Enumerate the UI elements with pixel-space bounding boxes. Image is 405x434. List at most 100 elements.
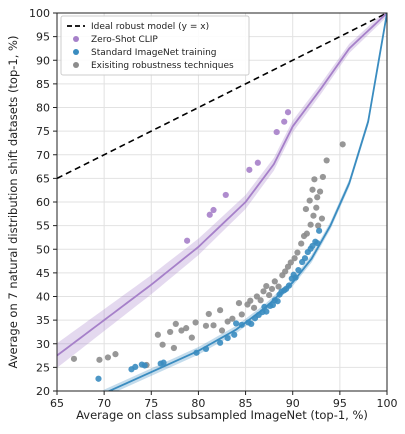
robust-data-point	[291, 255, 298, 262]
robust-data-point	[319, 173, 326, 181]
robust-data-point	[250, 304, 258, 311]
x-tick-label: 70	[97, 397, 111, 410]
legend-swatch-clip-dot	[73, 36, 79, 42]
robust-data-point	[218, 327, 226, 334]
robust-data-point	[310, 212, 317, 219]
fit-curves	[57, 13, 387, 391]
x-tick-label: 75	[144, 397, 158, 410]
robust-data-point	[229, 315, 236, 322]
x-tick-label: 80	[191, 397, 205, 410]
y-tick-label: 20	[36, 385, 50, 398]
standard-data-point	[217, 339, 224, 346]
robust-data-point	[318, 215, 326, 222]
y-tick-label: 40	[36, 291, 50, 304]
robust-data-point	[104, 354, 112, 361]
robust-data-point	[307, 221, 314, 228]
legend-label-ideal: Ideal robust model (y = x)	[91, 22, 209, 32]
robust-data-point	[315, 222, 322, 229]
y-axis-label: Average on 7 natural distribution shift …	[6, 36, 20, 369]
x-tick-label: 65	[50, 397, 64, 410]
standard-fit-curve	[107, 13, 387, 391]
standard-data-point	[248, 320, 255, 328]
robust-data-point	[313, 204, 320, 211]
standard-data-point	[95, 375, 102, 382]
standard-data-point	[301, 255, 309, 262]
robust-data-point	[257, 297, 264, 304]
standard-data-point	[269, 301, 277, 309]
standard-data-point	[141, 362, 148, 369]
clip-data-point	[222, 191, 229, 199]
clip-data-point	[184, 237, 191, 244]
robust-data-point	[314, 194, 321, 201]
y-tick-label: 50	[36, 243, 50, 256]
robust-data-point	[294, 249, 301, 256]
standard-data-point	[295, 266, 302, 274]
legend-label-clip: Zero-Shot CLIP	[91, 35, 158, 45]
y-tick-label: 85	[36, 78, 50, 91]
x-tick-label: 90	[286, 397, 300, 410]
legend-box	[60, 15, 250, 76]
robust-data-point	[217, 307, 224, 314]
standard-data-point	[231, 331, 238, 338]
legend-swatch-standard-dot	[73, 49, 79, 55]
x-axis-label: Average on class subsampled ImageNet (to…	[76, 408, 368, 422]
robust-data-point	[323, 157, 330, 164]
standard-data-point	[263, 308, 270, 315]
robust-data-point	[303, 230, 310, 237]
robust-data-point	[309, 186, 316, 193]
standard-data-point	[316, 227, 323, 234]
standard-data-point	[233, 320, 240, 327]
standard-data-point	[202, 345, 210, 353]
y-tick-label: 65	[36, 172, 50, 185]
clip-confidence-band	[57, 13, 387, 368]
y-tick-label: 60	[36, 196, 50, 209]
robust-data-point	[224, 318, 231, 325]
y-tick-label: 80	[36, 102, 50, 115]
robust-data-point	[263, 283, 270, 290]
robust-data-point	[287, 259, 294, 266]
robust-data-point	[183, 325, 190, 332]
y-tick-label: 70	[36, 149, 50, 162]
x-tick-label: 85	[239, 397, 253, 410]
robust-data-point	[188, 334, 195, 341]
legend-label-standard: Standard ImageNet training	[91, 48, 217, 58]
clip-fit-curve	[57, 13, 387, 357]
robust-data-point	[238, 311, 245, 318]
robust-data-point	[306, 197, 313, 204]
robust-data-point	[235, 300, 243, 307]
standard-data-point	[285, 282, 293, 289]
robust-data-point	[70, 355, 78, 362]
robust-data-point	[271, 278, 278, 285]
robust-data-point	[275, 283, 282, 290]
robust-data-point	[159, 341, 166, 348]
robust-data-point	[96, 356, 103, 363]
ideal-robust-line	[57, 13, 387, 180]
y-tick-label: 55	[36, 220, 50, 233]
robust-data-point	[282, 268, 289, 275]
robust-data-point	[266, 291, 273, 299]
y-tick-label: 30	[36, 338, 50, 351]
robust-data-point	[170, 344, 178, 352]
robust-data-point	[311, 176, 318, 183]
standard-data-point	[274, 298, 281, 305]
robust-data-point	[154, 331, 161, 338]
y-tick-label: 95	[36, 31, 50, 44]
clip-data-point	[206, 211, 213, 218]
standard-data-point	[132, 363, 139, 371]
standard-data-point	[224, 334, 231, 342]
y-tick-label: 45	[36, 267, 50, 280]
robust-data-point	[298, 240, 305, 247]
clip-data-point	[284, 109, 292, 116]
robust-data-point	[192, 319, 199, 326]
y-tick-label: 25	[36, 361, 50, 374]
y-tick-label: 75	[36, 125, 50, 138]
robust-data-point	[302, 205, 310, 213]
legend: Ideal robust model (y = x) Zero-Shot CLI…	[60, 15, 250, 76]
data-points	[70, 109, 346, 382]
robust-data-point	[172, 320, 179, 328]
clip-data-point	[210, 206, 217, 214]
robust-data-point	[178, 327, 185, 334]
robust-data-point	[253, 293, 260, 300]
y-tick-label: 100	[29, 7, 50, 20]
x-tick-label: 100	[377, 397, 398, 410]
